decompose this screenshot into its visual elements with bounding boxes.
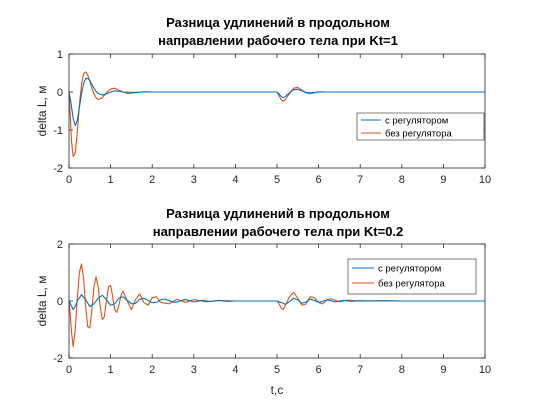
y-tick-label: -2 bbox=[53, 163, 63, 175]
subplot-kt1-title-line1: Разница удлинений в продольном bbox=[166, 15, 390, 30]
y-tick-label: -1 bbox=[53, 125, 63, 137]
legend-label-without-regulator: без регулятора bbox=[385, 129, 452, 140]
legend-box bbox=[347, 258, 477, 295]
subplot-kt02-legend: с регулятором без регулятора bbox=[347, 258, 477, 295]
x-tick-label: 0 bbox=[66, 174, 72, 186]
x-tick-label: 0 bbox=[66, 364, 72, 376]
x-tick-label: 10 bbox=[479, 364, 491, 376]
x-tick-label: 2 bbox=[149, 174, 155, 186]
subplot-kt1-ylabel: delta L, м bbox=[35, 86, 49, 137]
x-tick-label: 10 bbox=[479, 174, 491, 186]
x-tick-label: 3 bbox=[191, 364, 197, 376]
x-tick-label: 2 bbox=[149, 364, 155, 376]
subplot-kt1-ticks: 0 1 2 3 4 5 6 7 8 9 10 -2 -1 0 1 bbox=[53, 49, 491, 186]
subplot-kt02-ylabel: delta L, м bbox=[35, 276, 49, 327]
subplot-kt02-frame bbox=[68, 243, 486, 359]
subplot-kt1-title-line2: направлении рабочего тела при Kt=1 bbox=[158, 33, 398, 48]
x-tick-label: 9 bbox=[440, 364, 446, 376]
series-line-without-regulator bbox=[68, 263, 485, 348]
subplot-kt02-title-line1: Разница удлинений в продольном bbox=[166, 206, 390, 221]
x-tick-label: 4 bbox=[232, 174, 238, 186]
y-tick-label: 0 bbox=[57, 296, 63, 308]
series-line-with-regulator bbox=[68, 294, 485, 311]
x-tick-label: 5 bbox=[274, 364, 280, 376]
x-tick-label: 3 bbox=[191, 174, 197, 186]
subplot-kt1-frame bbox=[68, 53, 486, 169]
legend-label-with-regulator: с регулятором bbox=[385, 116, 448, 127]
y-tick-label: 2 bbox=[57, 239, 63, 251]
x-tick-label: 6 bbox=[316, 364, 322, 376]
subplot-kt1-lines bbox=[68, 71, 485, 158]
y-tick-label: -2 bbox=[53, 353, 63, 365]
subplot-kt1: Разница удлинений в продольном направлен… bbox=[35, 15, 491, 186]
subplot-kt02-title-line2: направлении рабочего тела при Kt=0.2 bbox=[153, 224, 404, 239]
x-tick-label: 8 bbox=[399, 174, 405, 186]
x-tick-label: 7 bbox=[357, 174, 363, 186]
y-tick-label: 0 bbox=[57, 87, 63, 99]
x-tick-label: 8 bbox=[399, 364, 405, 376]
legend-box bbox=[356, 112, 485, 141]
subplot-kt02-lines bbox=[68, 263, 485, 348]
x-tick-label: 9 bbox=[440, 174, 446, 186]
y-tick-label: 1 bbox=[57, 49, 63, 61]
x-tick-label: 4 bbox=[232, 364, 238, 376]
x-tick-label: 5 bbox=[274, 174, 280, 186]
x-tick-label: 1 bbox=[108, 364, 114, 376]
x-tick-label: 6 bbox=[316, 174, 322, 186]
x-tick-label: 1 bbox=[108, 174, 114, 186]
subplot-kt02: Разница удлинений в продольном направлен… bbox=[35, 206, 491, 397]
legend-label-with-regulator: с регулятором bbox=[378, 264, 441, 275]
subplot-kt02-ticks: 0 1 2 3 4 5 6 7 8 9 10-202 bbox=[53, 239, 491, 376]
x-tick-label: 7 bbox=[357, 364, 363, 376]
legend-label-without-regulator: без регулятора bbox=[378, 279, 445, 290]
series-line-with-regulator bbox=[68, 77, 485, 126]
subplot-kt02-xlabel: t,c bbox=[271, 383, 284, 397]
subplot-kt1-legend: с регулятором без регулятора bbox=[356, 112, 485, 141]
